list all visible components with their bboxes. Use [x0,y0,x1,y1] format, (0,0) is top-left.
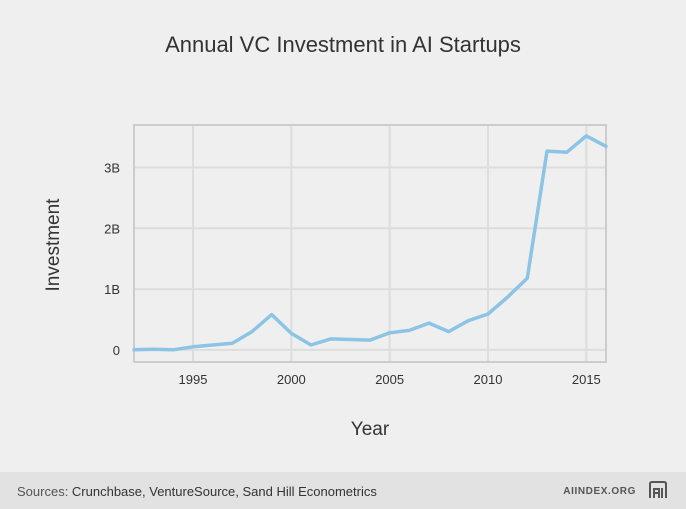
x-axis-label: Year [351,419,390,440]
x-tick-label: 2010 [474,372,503,387]
y-axis-label: Investment [43,198,64,292]
x-tick-label: 2015 [572,372,601,387]
y-tick-label: 0 [113,343,120,358]
plot-frame [133,124,607,363]
grid-lines [134,125,606,362]
site-link[interactable]: AIINDEX.ORG [563,486,636,497]
sources-prefix: Sources: [17,484,72,499]
x-tick-label: 2000 [277,372,306,387]
ai-index-logo-icon [649,481,667,498]
sources-text: Sources: Crunchbase, VentureSource, Sand… [17,484,377,499]
tick-labels: 1995 2000 2005 2010 2015 0 1B 2B 3B [104,161,601,387]
line-chart: 1995 2000 2005 2010 2015 0 1B 2B 3B Year Investm… [43,124,608,440]
x-tick-label: 1995 [179,372,208,387]
chart-title: Annual VC Investment in AI Startups [165,32,521,57]
y-tick-label: 3B [104,161,120,176]
x-tick-label: 2005 [375,372,404,387]
series-line [132,134,608,352]
y-tick-label: 1B [104,282,120,297]
footer: Sources: Crunchbase, VentureSource, Sand… [0,472,686,509]
sources-list: Crunchbase, VentureSource, Sand Hill Eco… [71,484,377,499]
y-tick-label: 2B [104,221,120,236]
